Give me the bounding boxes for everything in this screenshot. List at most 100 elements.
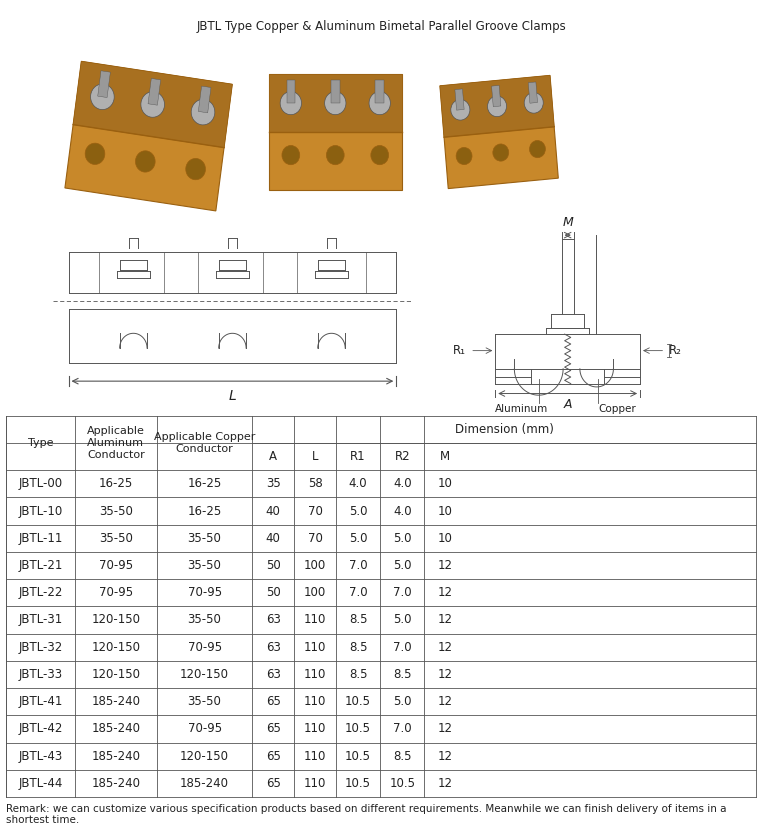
Text: 110: 110	[304, 723, 326, 735]
Bar	[528, 82, 537, 103]
Text: 70-95: 70-95	[187, 723, 222, 735]
Circle shape	[488, 96, 507, 116]
Text: 65: 65	[266, 695, 280, 708]
Text: L: L	[229, 389, 236, 403]
Text: JBTL-31: JBTL-31	[18, 614, 62, 626]
Circle shape	[85, 144, 105, 164]
Text: 35-50: 35-50	[187, 532, 222, 544]
Text: 110: 110	[304, 614, 326, 626]
Text: JBTL-10: JBTL-10	[18, 505, 62, 517]
Text: 12: 12	[438, 695, 453, 708]
Text: 4.0: 4.0	[393, 505, 411, 517]
Circle shape	[280, 92, 302, 115]
Text: 100: 100	[304, 559, 326, 572]
Circle shape	[186, 158, 206, 180]
Text: M: M	[440, 450, 450, 463]
Text: 63: 63	[266, 668, 280, 681]
Text: 40: 40	[266, 532, 280, 544]
Circle shape	[141, 92, 165, 117]
Text: 70-95: 70-95	[187, 587, 222, 599]
Text: Applicable Copper
Conductor: Applicable Copper Conductor	[154, 431, 255, 455]
Text: 40: 40	[266, 505, 280, 517]
Text: 12: 12	[438, 614, 453, 626]
Text: 10.5: 10.5	[345, 777, 371, 790]
Text: 8.5: 8.5	[349, 614, 367, 626]
Bar	[491, 86, 501, 106]
Bar	[269, 74, 402, 132]
Text: JBTL Type Copper & Aluminum Bimetal Parallel Groove Clamps: JBTL Type Copper & Aluminum Bimetal Para…	[196, 20, 566, 33]
Bar	[198, 86, 211, 113]
Text: 7.0: 7.0	[393, 641, 411, 653]
Text: R2: R2	[395, 450, 410, 463]
Text: 35-50: 35-50	[187, 559, 222, 572]
Circle shape	[451, 100, 470, 120]
Text: Aluminum: Aluminum	[495, 404, 549, 414]
Circle shape	[524, 92, 543, 113]
Text: 70: 70	[308, 532, 322, 544]
Circle shape	[369, 92, 390, 115]
Text: 110: 110	[304, 695, 326, 708]
Bar	[148, 78, 161, 105]
Text: A: A	[563, 398, 572, 412]
Text: 4.0: 4.0	[393, 478, 411, 490]
Circle shape	[282, 145, 299, 165]
Text: 8.5: 8.5	[349, 641, 367, 653]
Text: 65: 65	[266, 777, 280, 790]
Text: 35-50: 35-50	[99, 505, 133, 517]
Text: A: A	[269, 450, 277, 463]
Text: 10: 10	[438, 505, 453, 517]
Text: 185-240: 185-240	[91, 750, 140, 762]
Text: 5.0: 5.0	[393, 532, 411, 544]
Text: 185-240: 185-240	[91, 777, 140, 790]
Text: 12: 12	[438, 777, 453, 790]
Text: 8.5: 8.5	[393, 750, 411, 762]
Text: R₁: R₁	[453, 344, 466, 357]
Bar	[287, 80, 295, 103]
Text: 12: 12	[438, 559, 453, 572]
Bar	[269, 74, 402, 190]
Text: JBTL-33: JBTL-33	[18, 668, 62, 681]
Text: JBTL-21: JBTL-21	[18, 559, 62, 572]
Circle shape	[493, 144, 509, 161]
Circle shape	[136, 151, 155, 172]
Circle shape	[325, 92, 346, 115]
Bar	[65, 61, 232, 211]
Text: 185-240: 185-240	[91, 695, 140, 708]
Text: 100: 100	[304, 587, 326, 599]
Text: 70-95: 70-95	[99, 587, 133, 599]
Text: 4.0: 4.0	[349, 478, 367, 490]
Text: 110: 110	[304, 668, 326, 681]
Text: 16-25: 16-25	[187, 505, 222, 517]
Text: 8.5: 8.5	[393, 668, 411, 681]
Text: 10: 10	[438, 478, 453, 490]
Text: JBTL-41: JBTL-41	[18, 695, 62, 708]
Text: 50: 50	[266, 559, 280, 572]
Circle shape	[91, 84, 114, 110]
Bar	[331, 80, 340, 103]
Bar	[98, 71, 110, 97]
Text: 58: 58	[308, 478, 322, 490]
Text: 12: 12	[438, 668, 453, 681]
Text: 16-25: 16-25	[99, 478, 133, 490]
Text: 7.0: 7.0	[349, 559, 367, 572]
Text: 5.0: 5.0	[393, 695, 411, 708]
Text: 35-50: 35-50	[187, 614, 222, 626]
Text: 120-150: 120-150	[91, 641, 140, 653]
Text: 65: 65	[266, 723, 280, 735]
Text: 12: 12	[438, 587, 453, 599]
Text: 185-240: 185-240	[91, 723, 140, 735]
Text: L: L	[312, 450, 319, 463]
Text: 10.5: 10.5	[389, 777, 415, 790]
Text: 120-150: 120-150	[180, 750, 229, 762]
Text: M: M	[562, 215, 573, 229]
Text: 70-95: 70-95	[99, 559, 133, 572]
Text: JBTL-32: JBTL-32	[18, 641, 62, 653]
Text: JBTL-00: JBTL-00	[18, 478, 62, 490]
Text: 5.0: 5.0	[349, 532, 367, 544]
Text: 50: 50	[266, 587, 280, 599]
Text: 63: 63	[266, 614, 280, 626]
Circle shape	[456, 148, 472, 165]
Text: 65: 65	[266, 750, 280, 762]
Text: 10: 10	[438, 532, 453, 544]
Circle shape	[191, 99, 215, 125]
